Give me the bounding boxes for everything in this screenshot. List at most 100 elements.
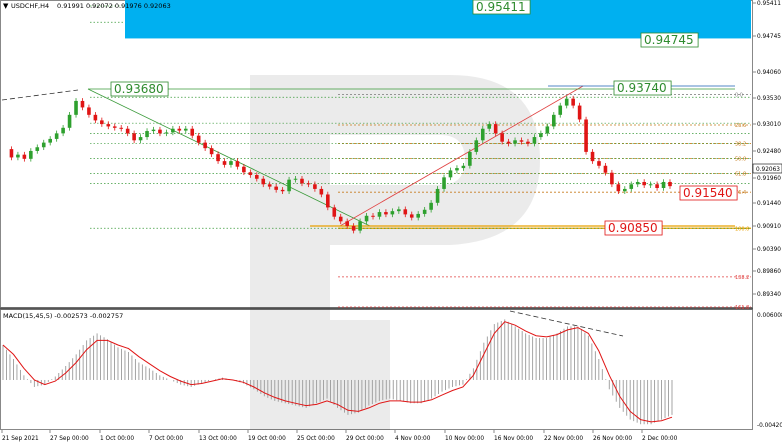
candle-body [261, 178, 266, 185]
candle-body [22, 154, 27, 159]
candle-body [584, 119, 588, 152]
candle-body [332, 207, 337, 217]
target-zone-box [125, 0, 751, 39]
right-high-label: 0.93740 [617, 81, 667, 95]
candle-body [603, 165, 608, 173]
fib-level-label: 50.0 [735, 156, 746, 162]
candle-body [668, 181, 672, 187]
watermark-logo [250, 75, 540, 430]
price-tick-label: 0.91440 [757, 201, 781, 207]
candle-body [532, 137, 537, 144]
current-price-label: 0.92063 [756, 167, 780, 173]
candle-body [9, 149, 14, 158]
candle-body [409, 214, 414, 218]
candle-body [448, 170, 453, 178]
zone-top-label: 0.95411 [476, 0, 526, 14]
candle-body [183, 128, 188, 131]
candle-body [468, 151, 472, 166]
candle-body [358, 221, 362, 231]
time-tick-label: 26 Nov 00:00 [593, 436, 632, 442]
candle-body [16, 154, 20, 158]
candle-body [48, 138, 52, 143]
time-tick-label: 19 Oct 00:00 [248, 436, 286, 442]
time-tick-label: 2 Dec 00:00 [642, 436, 678, 442]
price-tick-label: 0.94060 [757, 70, 781, 76]
left-high-label-box [110, 81, 169, 97]
candle-body [41, 142, 46, 148]
candle-body [384, 212, 388, 215]
left-high-label: 0.93680 [114, 82, 164, 96]
candle-body [416, 213, 421, 218]
candle-body [590, 151, 595, 162]
candle-body [461, 165, 466, 169]
candle-body [597, 161, 601, 166]
divergence-line [1, 89, 79, 101]
low-label: 0.90850 [608, 221, 658, 235]
candle-body [629, 184, 634, 189]
price-tick-label: 0.90390 [757, 247, 781, 253]
candle-body [306, 183, 311, 185]
candle-body [87, 107, 91, 115]
candle-body [171, 128, 175, 133]
candle-body [422, 209, 427, 214]
candle-body [248, 172, 253, 176]
time-tick-label: 25 Oct 00:00 [297, 436, 335, 442]
fib-level-label: 61.8 [735, 172, 746, 178]
time-tick-label: 22 Nov 00:00 [544, 436, 583, 442]
candle-body [29, 150, 33, 159]
low-label-box [604, 220, 663, 236]
candle-body [487, 124, 492, 129]
candle-body [74, 100, 78, 115]
time-tick-label: 27 Sep 00:00 [50, 436, 89, 442]
candle-body [345, 221, 349, 226]
candle-body [655, 184, 659, 188]
time-tick-label: 21 Sep 2021 [2, 436, 39, 442]
price-tick-label: 0.89860 [757, 269, 781, 275]
candle-body [209, 148, 214, 155]
uptrend-line [339, 85, 584, 227]
candle-body [493, 124, 498, 134]
candle-body [138, 137, 143, 141]
price-tick-label: 0.92480 [757, 149, 781, 155]
fib-level-label: 38.2 [735, 142, 746, 148]
candle-body [513, 140, 517, 144]
price-tick-label: 0.91960 [757, 176, 781, 182]
candle-body [429, 202, 433, 210]
candle-body [616, 184, 621, 192]
candle-body [196, 135, 201, 143]
support-label: 0.91540 [683, 186, 733, 200]
candle-body [190, 128, 195, 136]
candle-body [564, 98, 569, 106]
ohlc-readout: 0.91991 0.92072 0.91976 0.92063 [57, 2, 171, 10]
candle-body [519, 140, 524, 142]
symbol-arrow-icon[interactable]: ▼ [3, 2, 9, 10]
low-label-group: 0.90850 [604, 220, 663, 236]
candle-body [54, 133, 59, 139]
candle-body [648, 184, 653, 186]
macd-tick-label: 0.006008 [757, 313, 782, 319]
price-tick-label: 0.95411 [757, 1, 781, 7]
candle-body [435, 188, 440, 203]
candle-body [222, 161, 227, 165]
fib-level-label: 138.2 [735, 275, 749, 281]
candle-body [112, 126, 117, 128]
candle-body [351, 225, 356, 231]
candle-body [526, 141, 530, 144]
candle-body [100, 120, 104, 125]
candle-body [164, 132, 169, 134]
zone-top-label-box [472, 0, 531, 15]
candle-body [93, 114, 98, 121]
price-tick-label: 0.93010 [757, 122, 781, 128]
time-tick-label: 7 Oct 00:00 [149, 436, 183, 442]
candle-body [235, 161, 240, 167]
time-tick-label: 10 Nov 00:00 [445, 436, 484, 442]
fib-level-label: 161.8 [735, 305, 749, 311]
candle-body [577, 105, 582, 120]
candle-body [242, 166, 246, 173]
candle-body [326, 194, 330, 208]
zone-bottom-label: 0.94745 [644, 33, 694, 47]
price-tick-label: 0.93530 [757, 96, 781, 102]
price-tick-label: 0.90910 [757, 224, 781, 230]
price-tick-label: 0.94745 [757, 34, 781, 40]
